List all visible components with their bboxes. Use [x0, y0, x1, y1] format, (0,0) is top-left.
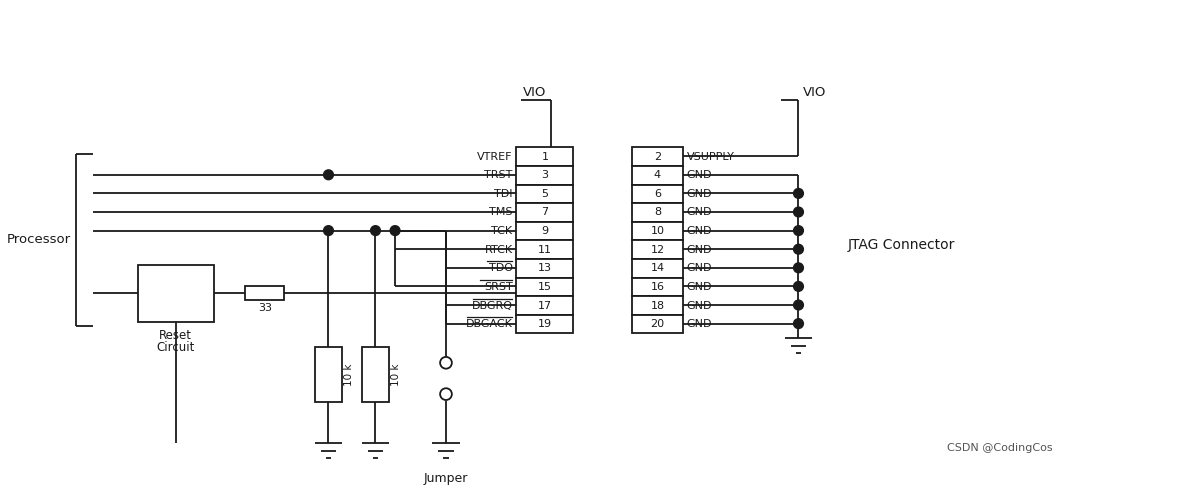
Circle shape	[440, 388, 451, 400]
Text: 18: 18	[650, 300, 664, 311]
Circle shape	[371, 226, 381, 236]
Circle shape	[794, 189, 803, 198]
Bar	[516, 185, 573, 203]
Text: Jumper: Jumper	[424, 472, 468, 486]
Bar	[632, 222, 683, 241]
Text: VIO: VIO	[803, 86, 827, 98]
Text: 4: 4	[654, 171, 661, 180]
Circle shape	[390, 226, 400, 236]
Bar	[632, 241, 683, 259]
Text: TDO: TDO	[488, 263, 512, 273]
Text: 6: 6	[654, 189, 661, 199]
Bar	[632, 147, 683, 166]
Text: 15: 15	[537, 282, 552, 292]
Text: JTAG Connector: JTAG Connector	[847, 238, 955, 252]
Text: 8: 8	[654, 207, 661, 218]
Text: CSDN @CodingCos: CSDN @CodingCos	[948, 443, 1053, 453]
Text: 3: 3	[541, 171, 548, 180]
Bar	[516, 278, 573, 296]
Bar	[315, 347, 342, 402]
Circle shape	[794, 282, 803, 292]
Text: 16: 16	[650, 282, 664, 292]
Text: 11: 11	[537, 245, 552, 255]
Text: TDI: TDI	[494, 189, 512, 199]
Text: TCK: TCK	[492, 226, 512, 236]
Text: VIO: VIO	[522, 86, 546, 98]
Circle shape	[440, 357, 451, 368]
Text: 10 k: 10 k	[345, 363, 354, 386]
Text: GND: GND	[687, 226, 712, 236]
Circle shape	[794, 300, 803, 310]
Bar	[516, 259, 573, 278]
Bar	[632, 278, 683, 296]
Circle shape	[323, 170, 334, 180]
Bar	[516, 241, 573, 259]
Bar	[516, 222, 573, 241]
Bar	[632, 296, 683, 315]
Text: 13: 13	[537, 263, 552, 273]
Text: 9: 9	[541, 226, 548, 236]
Text: 7: 7	[541, 207, 548, 218]
Circle shape	[794, 207, 803, 217]
Text: GND: GND	[687, 319, 712, 329]
Bar	[632, 259, 683, 278]
Text: TRST: TRST	[485, 171, 512, 180]
Text: GND: GND	[687, 282, 712, 292]
Text: 20: 20	[650, 319, 664, 329]
Bar	[632, 166, 683, 185]
Bar	[361, 347, 389, 402]
Bar	[632, 315, 683, 333]
Text: GND: GND	[687, 300, 712, 311]
Circle shape	[794, 226, 803, 236]
Text: Circuit: Circuit	[157, 341, 195, 354]
Text: GND: GND	[687, 245, 712, 255]
Text: Processor: Processor	[7, 233, 71, 246]
Text: 5: 5	[541, 189, 548, 199]
Bar	[516, 166, 573, 185]
Text: DBGRQ: DBGRQ	[472, 300, 512, 311]
Text: 12: 12	[650, 245, 664, 255]
Bar	[138, 265, 214, 321]
Text: 14: 14	[650, 263, 664, 273]
Bar	[245, 287, 285, 300]
Bar	[632, 185, 683, 203]
Text: 10 k: 10 k	[391, 363, 401, 386]
Text: VTREF: VTREF	[478, 152, 512, 162]
Text: Reset: Reset	[159, 329, 193, 343]
Text: 10: 10	[650, 226, 664, 236]
Text: SRST: SRST	[484, 282, 512, 292]
Text: GND: GND	[687, 207, 712, 218]
Circle shape	[794, 263, 803, 273]
Text: 17: 17	[537, 300, 552, 311]
Bar	[632, 203, 683, 222]
Text: GND: GND	[687, 171, 712, 180]
Text: TMS: TMS	[490, 207, 512, 218]
Text: 2: 2	[654, 152, 661, 162]
Bar	[516, 147, 573, 166]
Circle shape	[794, 245, 803, 254]
Text: GND: GND	[687, 189, 712, 199]
Text: VSUPPLY: VSUPPLY	[687, 152, 735, 162]
Text: GND: GND	[687, 263, 712, 273]
Text: 33: 33	[257, 303, 272, 313]
Text: DBGACK: DBGACK	[466, 319, 512, 329]
Bar	[516, 296, 573, 315]
Circle shape	[794, 318, 803, 328]
Text: RTCK: RTCK	[485, 245, 512, 255]
Text: 1: 1	[541, 152, 548, 162]
Text: 19: 19	[537, 319, 552, 329]
Bar	[516, 203, 573, 222]
Bar	[516, 315, 573, 333]
Circle shape	[323, 226, 334, 236]
